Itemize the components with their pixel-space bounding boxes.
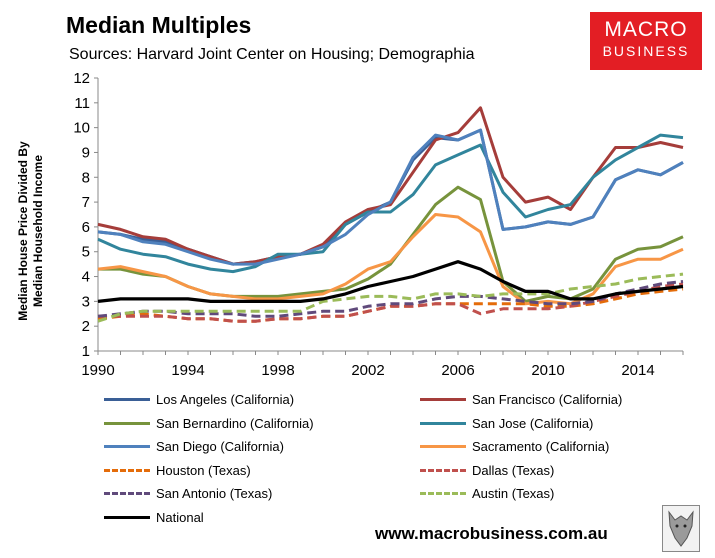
series-line-los-angeles-california — [97, 128, 684, 266]
website-url: www.macrobusiness.com.au — [375, 524, 608, 543]
x-tick-label: 2014 — [621, 362, 654, 379]
y-tick-label: 5 — [82, 244, 90, 261]
x-tick-label: 2010 — [531, 362, 564, 379]
y-tick-label: 7 — [82, 194, 90, 211]
x-tick-label: 2006 — [441, 362, 474, 379]
y-tick-label: 1 — [82, 343, 90, 360]
x-tick-label: 1990 — [81, 362, 114, 379]
chart-title: Median Multiples — [66, 12, 252, 38]
chart-subtitle: Sources: Harvard Joint Center on Housing… — [69, 46, 475, 63]
wolf-logo-icon — [662, 505, 700, 552]
series-line-san-francisco-california — [97, 106, 684, 266]
series-line-austin-texas — [97, 272, 684, 323]
y-tick-label: 4 — [82, 269, 90, 286]
logo-line-1: MACRO — [604, 18, 688, 41]
logo-line-2: BUSINESS — [602, 43, 690, 59]
series-line-national — [97, 260, 684, 303]
series-line-san-diego-california — [97, 128, 684, 266]
y-tick-label: 2 — [82, 318, 90, 335]
series-line-sacramento-california — [97, 213, 684, 306]
series-line-san-antonio-texas — [97, 280, 684, 318]
y-tick-label: 6 — [82, 219, 90, 236]
y-tick-label: 10 — [73, 120, 90, 137]
y-tick-label: 11 — [74, 95, 90, 112]
x-tick-label: 2002 — [351, 362, 384, 379]
x-tick-label: 1998 — [261, 362, 294, 379]
macrobusiness-logo: MACRO BUSINESS — [590, 12, 702, 70]
y-tick-label: 9 — [82, 144, 90, 161]
y-tick-label: 12 — [73, 70, 90, 87]
y-tick-label: 3 — [82, 293, 90, 310]
series-line-san-jose-california — [97, 133, 684, 274]
y-tick-label: 8 — [82, 169, 90, 186]
x-tick-label: 1994 — [171, 362, 204, 379]
